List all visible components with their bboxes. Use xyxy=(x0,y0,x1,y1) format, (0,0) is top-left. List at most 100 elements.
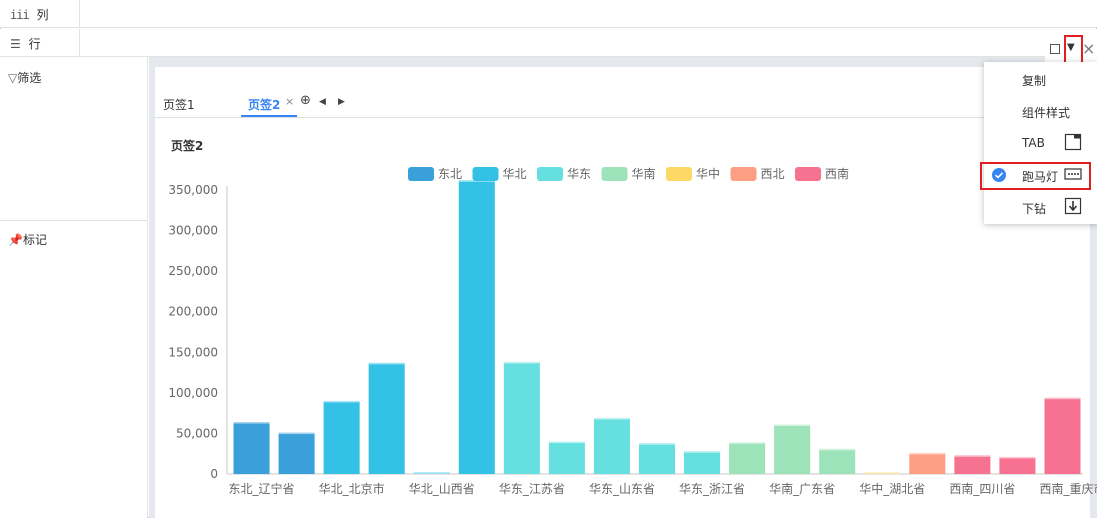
y-tick-label: 50,000 xyxy=(176,426,218,440)
marquee-icon xyxy=(1064,168,1082,180)
bar xyxy=(593,418,630,474)
bar xyxy=(233,422,270,474)
bar-highlight xyxy=(1044,397,1081,400)
bar-highlight xyxy=(503,362,540,364)
bar-highlight xyxy=(638,443,676,445)
x-tick-label: 西南_四川省 xyxy=(949,481,1015,496)
pane-divider xyxy=(0,220,148,221)
tab-icon xyxy=(1064,133,1082,151)
menu-item-marquee[interactable]: 跑马灯 xyxy=(984,160,1097,190)
bar-highlight xyxy=(368,362,405,365)
legend-label: 西南 xyxy=(825,166,849,181)
next-tab-icon[interactable]: ▶ xyxy=(338,97,345,107)
menu-item-copy[interactable]: 复制 xyxy=(1022,74,1047,88)
bar xyxy=(503,362,540,474)
legend-label: 西北 xyxy=(761,167,785,181)
y-tick-label: 350,000 xyxy=(168,183,218,197)
marks-section[interactable]: 📌标记 xyxy=(8,231,47,248)
bar xyxy=(999,456,1036,474)
menu-item-style[interactable]: 组件样式 xyxy=(1022,106,1071,120)
bar-highlight xyxy=(954,455,991,457)
check-icon xyxy=(992,168,1006,182)
legend-label: 华南 xyxy=(632,166,656,181)
bar-highlight xyxy=(999,456,1036,459)
rows-icon: ☰ xyxy=(10,37,21,51)
menu-item-tab[interactable]: TAB xyxy=(984,128,1097,158)
legend-label: 华北 xyxy=(503,167,527,181)
bar-highlight xyxy=(233,422,270,424)
y-tick-label: 100,000 xyxy=(168,386,218,400)
x-tick-label: 华北_山西省 xyxy=(409,482,475,496)
widget-menu: 复制 组件样式 TAB 跑马灯 下钻 xyxy=(984,62,1097,224)
bar xyxy=(684,451,721,474)
tab-2[interactable]: 页签2 xyxy=(248,98,281,112)
dropdown-arrow-icon[interactable]: ▼ xyxy=(1067,42,1075,53)
drill-down-icon xyxy=(1064,197,1082,215)
pin-icon: 📌 xyxy=(8,233,23,247)
bar xyxy=(278,432,315,474)
legend-label: 华东 xyxy=(567,167,591,181)
menu-item-drilldown[interactable]: 下钻 xyxy=(984,192,1097,222)
bar xyxy=(819,448,856,474)
bar-highlight xyxy=(909,452,946,455)
legend-swatch xyxy=(472,167,499,181)
marks-label: 标记 xyxy=(22,233,47,247)
bar-highlight xyxy=(278,432,315,435)
columns-icon: iii xyxy=(10,8,30,22)
bar-highlight xyxy=(458,180,495,182)
bar xyxy=(458,180,495,474)
bar xyxy=(323,400,360,474)
close-widget-icon[interactable]: × xyxy=(1082,39,1096,58)
legend-swatch xyxy=(730,167,757,181)
tab-bar: 页签1 页签2 × ⊕ ◀ ▶ xyxy=(155,91,1090,118)
bar xyxy=(909,452,946,474)
x-tick-label: 华南_广东省 xyxy=(769,481,835,496)
bar-highlight xyxy=(774,424,811,427)
bar xyxy=(774,424,811,474)
y-tick-label: 150,000 xyxy=(168,345,218,359)
shelf-separator xyxy=(79,0,80,28)
filter-label: 筛选 xyxy=(17,71,42,85)
columns-shelf-label: iii 列 xyxy=(10,8,49,22)
bar xyxy=(954,455,991,474)
x-tick-label: 华中_湖北省 xyxy=(859,481,925,496)
add-tab-icon[interactable]: ⊕ xyxy=(300,93,311,108)
x-tick-label: 东北_辽宁省 xyxy=(229,481,295,496)
fullscreen-icon[interactable] xyxy=(1050,44,1060,54)
legend-swatch xyxy=(795,167,821,181)
legend-swatch xyxy=(537,167,563,181)
bar xyxy=(548,441,585,474)
x-tick-label: 华东_山东省 xyxy=(589,482,655,496)
x-tick-label: 西南_重庆市 xyxy=(1039,481,1097,496)
tab-1[interactable]: 页签1 xyxy=(163,98,195,112)
legend-label: 华中 xyxy=(696,166,720,181)
y-tick-label: 250,000 xyxy=(168,264,218,278)
rows-shelf-label: ☰ 行 xyxy=(10,37,41,51)
bar-highlight xyxy=(413,472,450,474)
bar-highlight xyxy=(864,472,901,474)
bar-highlight xyxy=(819,448,856,451)
legend-label: 东北 xyxy=(438,167,462,181)
filter-section[interactable]: ▽筛选 xyxy=(8,69,41,86)
columns-shelf[interactable]: iii 列 xyxy=(0,0,1097,28)
bar xyxy=(1044,397,1081,474)
left-pane: ▽筛选 📌标记 xyxy=(0,57,148,518)
y-tick-label: 200,000 xyxy=(168,305,218,319)
widget-controls: ▼ × xyxy=(1045,38,1097,62)
bar-highlight xyxy=(729,442,766,444)
bar-highlight xyxy=(548,441,585,444)
legend-swatch xyxy=(666,167,692,181)
bar-highlight xyxy=(684,451,721,453)
x-tick-label: 华北_北京市 xyxy=(319,481,385,496)
active-tab-indicator xyxy=(241,115,297,117)
bar-highlight xyxy=(323,400,360,403)
close-tab-icon[interactable]: × xyxy=(285,95,295,108)
x-tick-label: 华东_江苏省 xyxy=(499,482,565,496)
legend-swatch xyxy=(601,167,628,181)
bar xyxy=(368,362,405,474)
prev-tab-icon[interactable]: ◀ xyxy=(319,97,326,107)
rows-shelf[interactable]: ☰ 行 xyxy=(0,29,1097,57)
widget-title: 页签2 xyxy=(171,139,204,153)
x-tick-label: 华东_浙江省 xyxy=(679,482,745,496)
